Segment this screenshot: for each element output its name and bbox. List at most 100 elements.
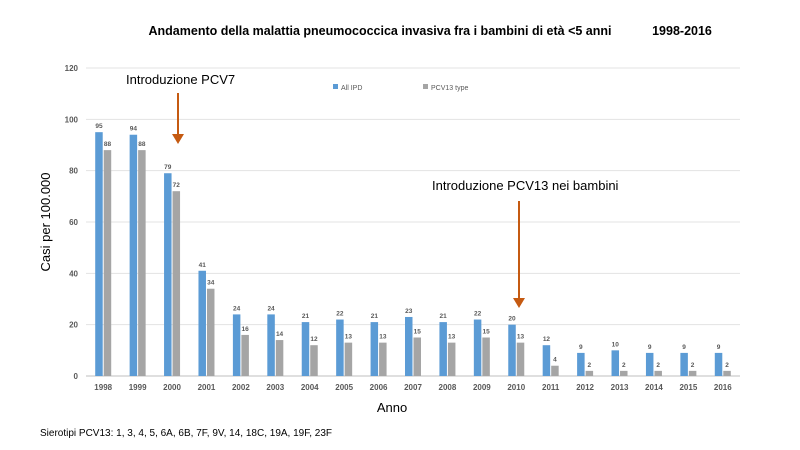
y-tick-label: 100 xyxy=(65,115,79,124)
x-tick-label: 2001 xyxy=(198,383,216,392)
x-tick-label: 2013 xyxy=(611,383,629,392)
data-label: 12 xyxy=(543,336,551,343)
x-tick-label: 2009 xyxy=(473,383,491,392)
bar-all-ipd xyxy=(198,270,206,376)
bar-pcv13-type xyxy=(275,340,284,376)
bars xyxy=(95,132,731,376)
data-label: 15 xyxy=(482,329,490,336)
bar-all-ipd xyxy=(95,132,103,376)
bar-all-ipd xyxy=(267,314,275,376)
bar-all-ipd xyxy=(714,352,723,376)
data-label: 22 xyxy=(474,311,482,318)
bar-all-ipd xyxy=(645,352,654,376)
bar-all-ipd xyxy=(232,314,241,376)
bar-all-ipd xyxy=(508,324,516,376)
x-tick-label: 2006 xyxy=(370,383,388,392)
bar-all-ipd xyxy=(405,316,413,376)
data-label: 2 xyxy=(588,362,592,369)
bar-all-ipd xyxy=(542,345,551,376)
bar-pcv13-type xyxy=(310,345,318,376)
y-tick-label: 120 xyxy=(65,64,79,73)
data-label: 13 xyxy=(517,334,525,341)
x-tick-label: 2003 xyxy=(266,383,284,392)
bar-pcv13-type xyxy=(688,370,697,376)
bar-all-ipd xyxy=(301,322,310,376)
bar-pcv13-type xyxy=(344,342,353,376)
x-tick-label: 2011 xyxy=(542,383,560,392)
data-label: 12 xyxy=(310,336,318,343)
bar-pcv13-type xyxy=(482,337,490,376)
legend-label-all-ipd: All IPD xyxy=(341,85,362,92)
y-tick-label: 40 xyxy=(69,269,78,278)
bar-all-ipd xyxy=(680,352,688,376)
data-label: 13 xyxy=(379,334,387,341)
x-tick-label: 2007 xyxy=(404,383,422,392)
data-label: 4 xyxy=(553,357,557,364)
x-tick-label: 2014 xyxy=(645,383,663,392)
y-axis-label: Casi per 100.000 xyxy=(38,172,53,271)
x-tick-label: 2012 xyxy=(576,383,594,392)
data-label: 24 xyxy=(233,305,241,312)
bar-pcv13-type xyxy=(206,288,215,376)
data-label: 15 xyxy=(414,329,422,336)
bar-pcv13-type xyxy=(413,337,421,376)
chart-title: Andamento della malattia pneumococcica i… xyxy=(149,24,612,38)
bar-all-ipd xyxy=(577,352,585,376)
data-label: 24 xyxy=(267,305,275,312)
data-label: 16 xyxy=(242,326,250,333)
data-label: 22 xyxy=(336,311,344,318)
x-tick-label: 1999 xyxy=(129,383,147,392)
data-label: 23 xyxy=(405,308,413,315)
bar-pcv13-type xyxy=(103,150,112,376)
legend-label-pcv13: PCV13 type xyxy=(431,85,468,92)
bar-pcv13-type xyxy=(551,365,559,376)
arrow-pcv13 xyxy=(513,201,525,308)
bar-pcv13-type xyxy=(447,342,456,376)
data-label: 94 xyxy=(130,126,138,133)
data-label: 79 xyxy=(164,164,172,171)
data-label: 13 xyxy=(345,334,353,341)
y-tick-labels: 0 20 40 60 80 100 120 xyxy=(65,64,79,381)
annotation-pcv7: Introduzione PCV7 xyxy=(126,72,235,87)
bar-pcv13-type xyxy=(654,370,662,376)
data-label: 21 xyxy=(302,313,310,320)
y-tick-label: 80 xyxy=(69,167,78,176)
data-label: 9 xyxy=(579,344,583,351)
data-label: 2 xyxy=(656,362,660,369)
data-label: 34 xyxy=(207,280,215,287)
x-tick-label: 2002 xyxy=(232,383,250,392)
data-label: 20 xyxy=(508,316,516,323)
data-label: 9 xyxy=(682,344,686,351)
data-label: 21 xyxy=(371,313,379,320)
data-label: 2 xyxy=(725,362,729,369)
data-label: 72 xyxy=(173,182,181,189)
x-tick-label: 2016 xyxy=(714,383,732,392)
legend-swatch-pcv13 xyxy=(423,84,428,89)
bar-all-ipd xyxy=(473,319,482,376)
bar-pcv13-type xyxy=(172,191,181,376)
data-label: 9 xyxy=(717,344,721,351)
x-tick-label: 2010 xyxy=(507,383,525,392)
bar-all-ipd xyxy=(439,322,447,376)
data-label: 2 xyxy=(691,362,695,369)
data-label: 2 xyxy=(622,362,626,369)
y-tick-label: 0 xyxy=(74,372,79,381)
x-tick-label: 2008 xyxy=(439,383,457,392)
data-label: 95 xyxy=(95,123,103,130)
data-label: 88 xyxy=(104,141,112,148)
annotation-pcv13: Introduzione PCV13 nei bambini xyxy=(432,178,619,193)
data-label: 88 xyxy=(138,141,146,148)
data-label: 21 xyxy=(440,313,448,320)
data-label: 10 xyxy=(612,341,620,348)
x-tick-label: 2000 xyxy=(163,383,181,392)
legend: All IPD PCV13 type xyxy=(333,84,468,92)
bar-pcv13-type xyxy=(723,370,731,376)
bar-all-ipd xyxy=(129,134,138,376)
bar-pcv13-type xyxy=(241,334,249,376)
bar-pcv13-type xyxy=(138,150,146,376)
data-label: 41 xyxy=(199,262,207,269)
legend-swatch-all-ipd xyxy=(333,84,338,89)
bar-all-ipd xyxy=(611,350,620,376)
bar-all-ipd xyxy=(370,322,379,376)
